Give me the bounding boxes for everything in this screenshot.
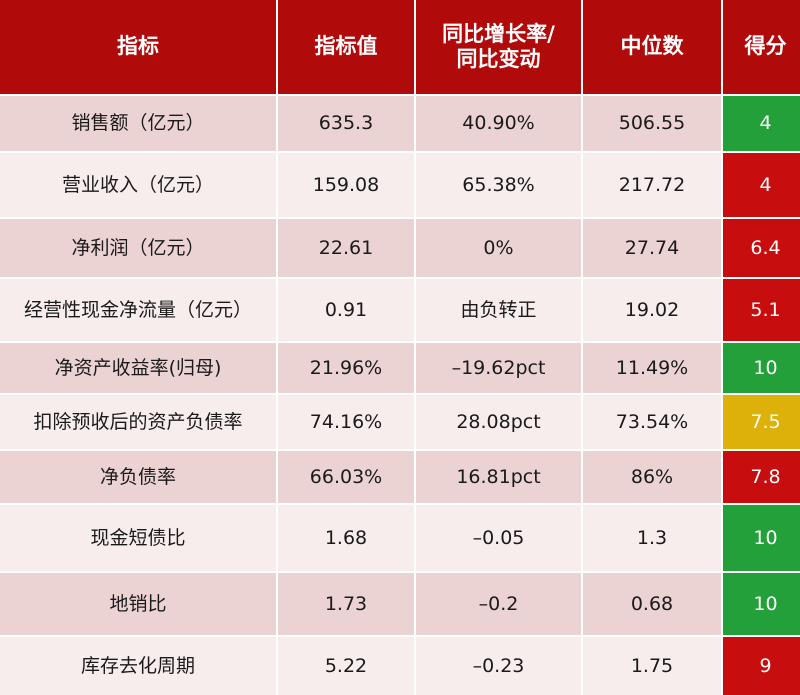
indicator-cell: 净资产收益率(归母) [0, 343, 276, 393]
score-badge: 7.5 [723, 395, 800, 449]
yoy-cell: 40.90% [416, 96, 581, 151]
yoy-cell: –19.62pct [416, 343, 581, 393]
header-score: 得分 [723, 0, 800, 94]
score-badge: 4 [723, 96, 800, 151]
value-cell: 74.16% [278, 395, 414, 449]
median-cell: 86% [583, 451, 721, 503]
indicator-cell: 净利润（亿元） [0, 219, 276, 277]
value-cell: 159.08 [278, 153, 414, 217]
median-cell: 1.75 [583, 637, 721, 695]
median-cell: 1.3 [583, 505, 721, 571]
score-badge: 4 [723, 153, 800, 217]
indicator-cell: 现金短债比 [0, 505, 276, 571]
score-badge: 10 [723, 573, 800, 635]
median-cell: 0.68 [583, 573, 721, 635]
yoy-cell: 由负转正 [416, 279, 581, 341]
yoy-cell: 28.08pct [416, 395, 581, 449]
header-median: 中位数 [583, 0, 721, 94]
indicator-cell: 扣除预收后的资产负债率 [0, 395, 276, 449]
median-cell: 27.74 [583, 219, 721, 277]
indicator-cell: 营业收入（亿元） [0, 153, 276, 217]
score-badge: 6.4 [723, 219, 800, 277]
header-yoy: 同比增长率/ 同比变动 [416, 0, 581, 94]
median-cell: 506.55 [583, 96, 721, 151]
indicator-cell: 销售额（亿元） [0, 96, 276, 151]
median-cell: 73.54% [583, 395, 721, 449]
median-cell: 217.72 [583, 153, 721, 217]
indicator-cell: 经营性现金净流量（亿元） [0, 279, 276, 341]
value-cell: 635.3 [278, 96, 414, 151]
yoy-cell: 65.38% [416, 153, 581, 217]
value-cell: 22.61 [278, 219, 414, 277]
header-value: 指标值 [278, 0, 414, 94]
score-badge: 9 [723, 637, 800, 695]
score-badge: 10 [723, 505, 800, 571]
indicator-cell: 净负债率 [0, 451, 276, 503]
value-cell: 1.73 [278, 573, 414, 635]
indicator-cell: 库存去化周期 [0, 637, 276, 695]
score-badge: 10 [723, 343, 800, 393]
value-cell: 66.03% [278, 451, 414, 503]
value-cell: 21.96% [278, 343, 414, 393]
yoy-cell: –0.05 [416, 505, 581, 571]
yoy-cell: –0.2 [416, 573, 581, 635]
yoy-cell: –0.23 [416, 637, 581, 695]
yoy-cell: 0% [416, 219, 581, 277]
header-indicator: 指标 [0, 0, 276, 94]
value-cell: 0.91 [278, 279, 414, 341]
yoy-cell: 16.81pct [416, 451, 581, 503]
score-badge: 5.1 [723, 279, 800, 341]
median-cell: 19.02 [583, 279, 721, 341]
median-cell: 11.49% [583, 343, 721, 393]
score-badge: 7.8 [723, 451, 800, 503]
indicator-cell: 地销比 [0, 573, 276, 635]
value-cell: 1.68 [278, 505, 414, 571]
value-cell: 5.22 [278, 637, 414, 695]
